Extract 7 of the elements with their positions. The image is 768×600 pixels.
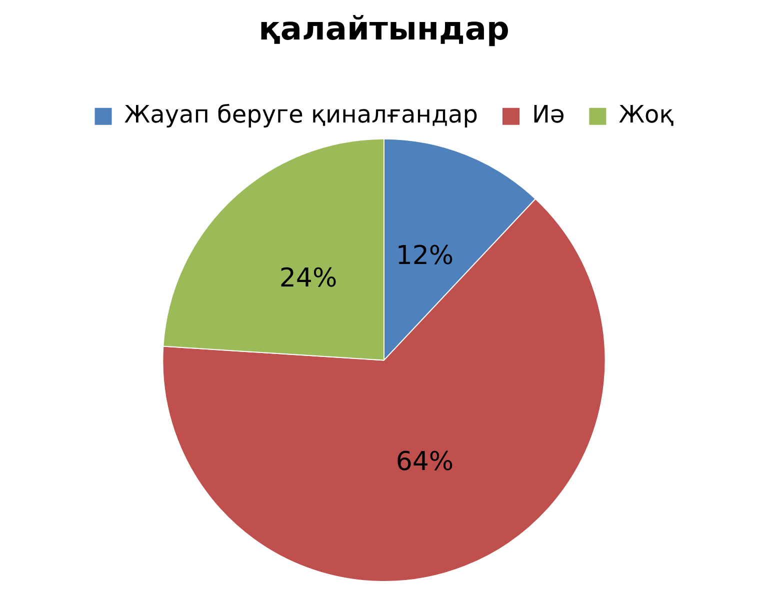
data-label: 24% [279,263,338,294]
data-label: 64% [396,446,454,477]
legend-label: Иә [532,100,565,129]
legend-label: Жауап беруге қиналғандар [124,100,478,129]
chart-title: қалайтындар [258,10,510,48]
legend-label: Жоқ [618,100,674,129]
data-label: 12% [396,241,454,272]
